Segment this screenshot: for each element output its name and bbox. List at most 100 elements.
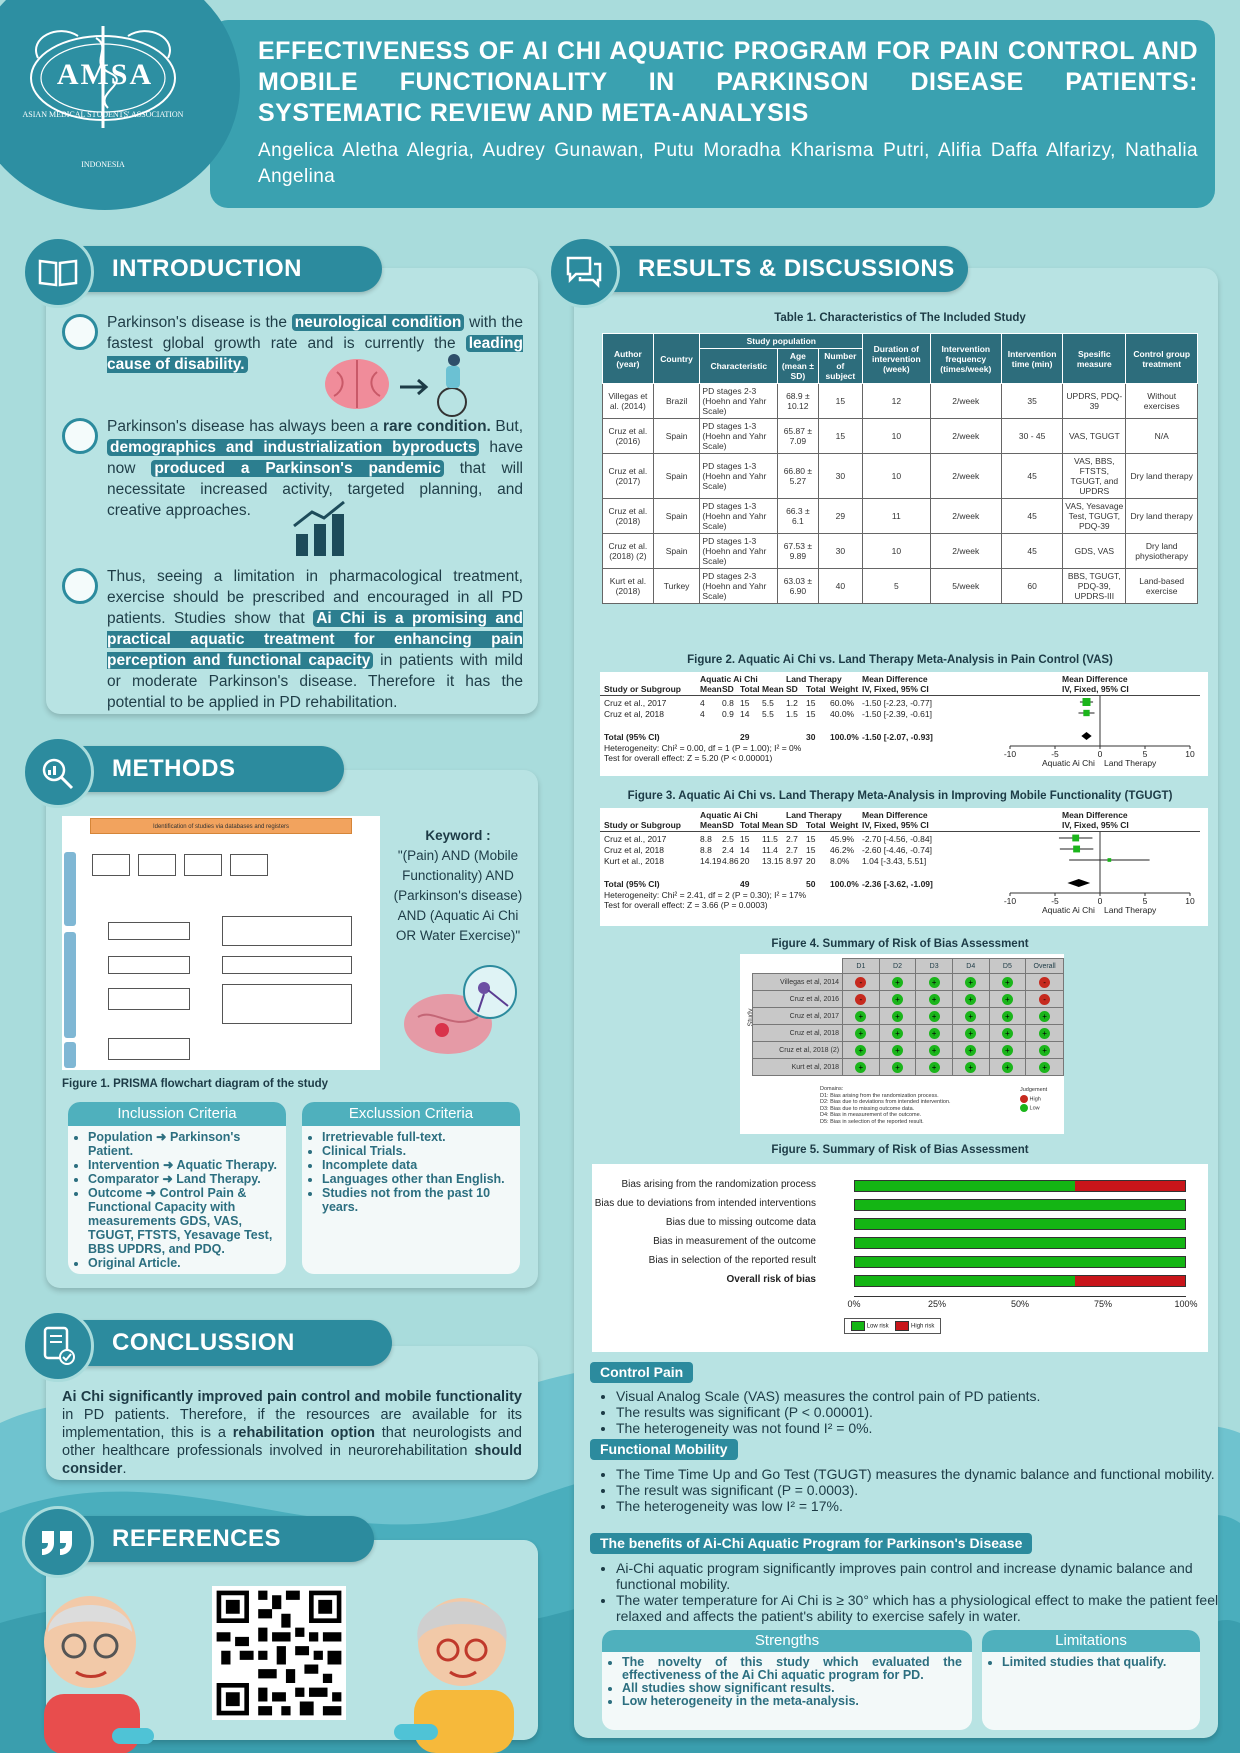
axis-label-left: Aquatic Ai Chi — [1042, 758, 1095, 768]
x-tick-label: -5 — [1051, 749, 1059, 759]
rob-cell: + — [951, 1041, 990, 1059]
forest-subheader: Study or Subgroup — [604, 820, 681, 830]
x-tick-label: 0 — [1097, 896, 1103, 906]
table-cell: Dry land therapy — [1125, 453, 1198, 499]
control-pain-heading: Control Pain — [590, 1362, 694, 1383]
conclusion-panel — [46, 1346, 538, 1480]
rob-cell: + — [915, 1041, 953, 1059]
table-header: Intervention time (min) — [1001, 333, 1064, 384]
table-cell: PD stages 2-3 (Hoehn and Yahr Scale) — [699, 568, 779, 604]
poster-title: EFFECTIVENESS OF AI CHI AQUATIC PROGRAM … — [258, 37, 1198, 127]
exclusion-criteria-list: Irretrievable full-text. Clinical Trials… — [302, 1130, 520, 1214]
table-cell: Turkey — [652, 568, 701, 604]
bias-category-label: Bias arising from the randomization proc… — [621, 1179, 816, 1190]
low-risk-dot: + — [965, 1061, 977, 1073]
forest-divider — [600, 695, 1200, 696]
table-group-header: Study population — [699, 333, 864, 349]
rob-cell: + — [988, 973, 1027, 991]
forest-plot-pain: Aquatic Ai Chi Land Therapy Mean Differenc… — [600, 672, 1208, 776]
x-tick-label: -10 — [1003, 749, 1017, 759]
axis-label-right: Land Therapy — [1104, 905, 1157, 915]
strengths-box: Strengths The novelty of this study whic… — [602, 1630, 972, 1730]
keyword-text: "(Pain) AND (Mobile Functionality) AND (… — [393, 848, 523, 943]
rob-row: Cruz et al, 2018 + + + + + + — [751, 1024, 1064, 1042]
x-tick-label: -5 — [1051, 896, 1059, 906]
list-item: The water temperature for Ai Chi is ≥ 30… — [616, 1592, 1226, 1624]
forest-cell: 2.5 — [722, 834, 734, 844]
qr-code[interactable] — [212, 1586, 346, 1720]
rob-cell: + — [915, 973, 953, 991]
forest-cell: Cruz et al., 2017 — [604, 834, 667, 844]
effect-square — [1107, 858, 1112, 862]
table-cell: PD stages 2-3 (Hoehn and Yahr Scale) — [699, 383, 779, 419]
list-item: Low heterogeneity in the meta-analysis. — [622, 1695, 962, 1708]
forest-cell: 15 — [806, 709, 816, 719]
rob-cell: + — [988, 1041, 1027, 1059]
benefits-heading: The benefits of Ai-Chi Aquatic Program f… — [590, 1533, 1033, 1554]
forest-cell: 1.2 — [786, 698, 798, 708]
conclusion-heading: CONCLUSSION — [40, 1320, 392, 1366]
table-cell: Dry land physiotherapy — [1125, 533, 1198, 569]
effect-square — [1083, 709, 1090, 717]
x-tick-label: 5 — [1142, 896, 1148, 906]
table-cell: Spain — [652, 453, 701, 499]
table-cell: VAS, TGUGT — [1062, 418, 1127, 454]
rob-col: D1 — [842, 958, 880, 974]
rob-cell: + — [842, 1024, 880, 1042]
table-cell: Cruz et al. (2018) (2) — [602, 533, 654, 569]
forest-cell: -1.50 [-2.39, -0.61] — [862, 709, 932, 719]
prisma-box — [230, 854, 268, 876]
bias-bar — [854, 1275, 1186, 1287]
table-cell: 10 — [862, 418, 931, 454]
table-cell: BBS, TGUGT, PDQ-39, UPDRS-III — [1062, 568, 1127, 604]
rob-study-label: Cruz et al, 2018 (2) — [751, 1041, 844, 1059]
bias-bar-high-segment — [1075, 1181, 1185, 1191]
rob-cell: + — [878, 1007, 917, 1025]
intro-bullet-1 — [62, 314, 98, 350]
exclusion-criteria-title: Exclussion Criteria — [302, 1102, 520, 1126]
forest-subheader: Total — [740, 820, 760, 830]
figure3-caption: Figure 3. Aquatic Ai Chi vs. Land Therap… — [627, 790, 1173, 802]
list-item: The results was significant (P < 0.00001… — [616, 1404, 1216, 1420]
introduction-heading: INTRODUCTION — [40, 246, 382, 292]
forest-cell: 15 — [806, 845, 816, 855]
growth-chart-icon — [293, 500, 345, 556]
rob-row: Kurt et al, 2018 + + + + + + — [751, 1058, 1064, 1076]
high-risk-dot: - — [855, 976, 867, 988]
table-cell: Kurt et al. (2018) — [602, 568, 654, 604]
rob-cell: + — [988, 1024, 1027, 1042]
table-row: Kurt et al. (2018) Turkey PD stages 2-3 (H… — [602, 568, 1198, 604]
forest-cell: 20 — [806, 856, 816, 866]
rob-domain: D3: Bias due to missing outcome data. — [820, 1105, 915, 1112]
prisma-box — [184, 854, 222, 876]
rob-judgement: Low — [1029, 1105, 1040, 1112]
table-cell: 67.53 ± 9.89 — [777, 533, 819, 569]
forest-cell: 4.86 — [722, 856, 739, 866]
logo-country: INDONESIA — [81, 160, 125, 169]
keyword-label: Keyword : — [425, 828, 491, 843]
rob-cell: + — [951, 973, 990, 991]
forest-subheader: IV, Fixed, 95% CI — [862, 684, 929, 694]
table-row: Cruz et al. (2018) Spain PD stages 1-3 (Ho… — [602, 498, 1198, 534]
x-tick-label: 5 — [1142, 749, 1148, 759]
forest-subheader: SD — [786, 684, 798, 694]
legend-label: Low risk — [866, 1323, 889, 1330]
forest-cell: 14 — [740, 709, 750, 719]
forest-subheader: Mean — [762, 684, 784, 694]
forest-cell: 15 — [806, 834, 816, 844]
table-cell: 68.9 ± 10.12 — [777, 383, 819, 419]
low-risk-dot: + — [928, 976, 940, 988]
table-cell: 11 — [862, 498, 931, 534]
x-tick-label: -10 — [1003, 896, 1017, 906]
low-risk-dot: + — [855, 1044, 867, 1056]
table-cell: Spain — [652, 533, 701, 569]
forest-subheader: SD — [786, 820, 798, 830]
table-cell: 29 — [817, 498, 864, 534]
limitations-list: Limited studies that qualify. — [982, 1656, 1200, 1669]
book-icon — [22, 236, 94, 308]
rob-domain: D4: Bias in measurement of the outcome. — [820, 1112, 922, 1118]
rob-study-label: Villegas et al, 2014 — [751, 973, 844, 991]
table-header: Duration of intervention (week) — [862, 333, 931, 384]
forest-cell: 0.9 — [722, 709, 734, 719]
rob-judgement-legend: Judgement High Low — [1020, 1086, 1047, 1114]
